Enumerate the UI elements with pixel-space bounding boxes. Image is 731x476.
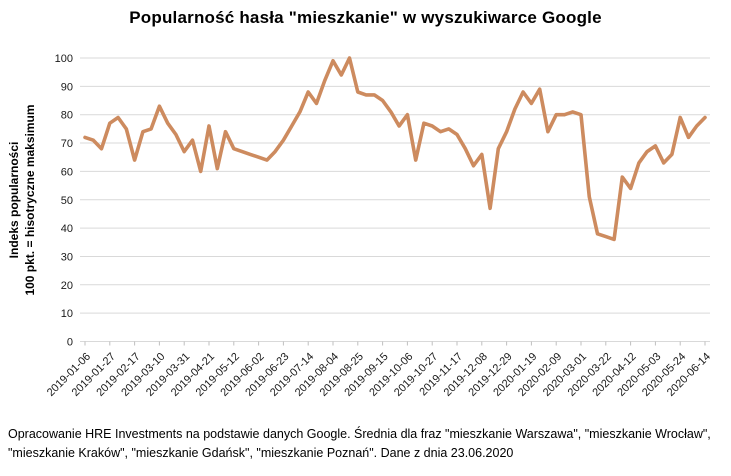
x-axis-tick-labels: 2019-01-062019-01-272019-02-172019-03-10… <box>45 351 713 399</box>
gridlines <box>80 57 710 342</box>
source-note: Opracowanie HRE Investments na podstawie… <box>8 427 711 460</box>
y-tick-label: 70 <box>61 138 73 150</box>
chart-title: Popularność hasła "mieszkanie" w wyszuki… <box>129 8 602 27</box>
y-tick-label: 0 <box>67 337 73 349</box>
y-tick-label: 90 <box>61 81 73 93</box>
y-tick-label: 40 <box>61 223 73 235</box>
y-tick-label: 30 <box>61 251 73 263</box>
y-tick-label: 20 <box>61 280 73 292</box>
y-axis-title-line1: Indeks popularności <box>7 142 21 259</box>
x-axis-tick-marks <box>84 341 706 346</box>
y-tick-label: 50 <box>61 195 73 207</box>
y-axis-title-line2: 100 pkt. = hisotryczne maksimum <box>23 104 37 295</box>
y-axis-tick-labels: 0 10 20 30 40 50 60 70 80 90 100 <box>55 53 73 349</box>
y-tick-label: 100 <box>55 53 73 65</box>
y-tick-label: 80 <box>61 110 73 122</box>
y-tick-label: 10 <box>61 308 73 320</box>
y-tick-label: 60 <box>61 166 73 178</box>
trend-line <box>83 56 707 242</box>
